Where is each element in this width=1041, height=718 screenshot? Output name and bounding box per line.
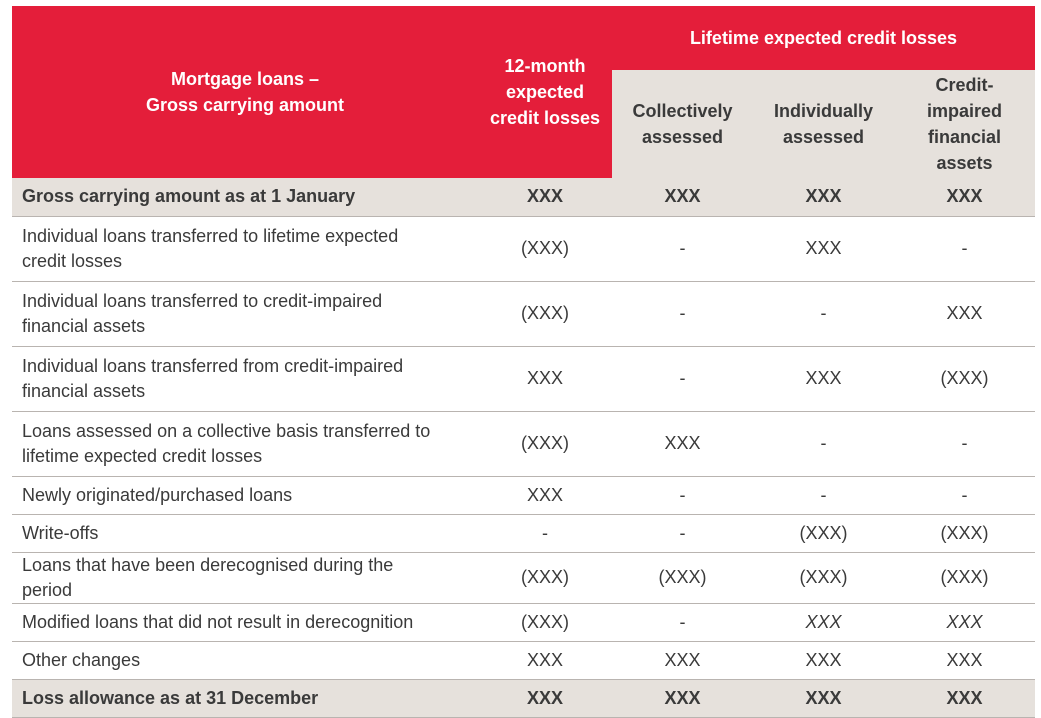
table-body: Gross carrying amount as at 1 January XXX…	[12, 178, 1035, 718]
row-label: Write-offs	[12, 514, 478, 553]
cell-value: -	[612, 476, 753, 515]
cell-value: XXX	[478, 178, 612, 217]
cell-value: XXX	[894, 641, 1035, 680]
cell-value: XXX	[478, 346, 612, 412]
cell-value: XXX	[612, 641, 753, 680]
row-label: Individual loans transferred to lifetime…	[12, 216, 478, 282]
cell-value: (XXX)	[894, 552, 1035, 604]
cell-value: (XXX)	[894, 346, 1035, 412]
cell-value: (XXX)	[753, 552, 894, 604]
cell-value: XXX	[753, 603, 894, 642]
table-row: Modified loans that did not result in de…	[12, 603, 1035, 642]
cell-value: -	[478, 514, 612, 553]
cell-value: XXX	[478, 476, 612, 515]
table-row: Loss allowance as at 31 December XXX XXX XX…	[12, 679, 1035, 718]
table-row: Write-offs - - (XXX) (XXX)	[12, 514, 1035, 553]
row-label: Loss allowance as at 31 December	[12, 679, 478, 718]
row-label: Newly originated/purchased loans	[12, 476, 478, 515]
cell-value: XXX	[753, 178, 894, 217]
table-row: Individual loans transferred to lifetime…	[12, 216, 1035, 282]
cell-value: XXX	[753, 641, 894, 680]
cell-value: -	[612, 346, 753, 412]
cell-value: (XXX)	[894, 514, 1035, 553]
loans-table: Mortgage loans – Gross carrying amount 1…	[12, 6, 1035, 718]
cell-value: (XXX)	[753, 514, 894, 553]
cell-value: XXX	[612, 679, 753, 718]
cell-value: XXX	[894, 679, 1035, 718]
cell-value: XXX	[753, 679, 894, 718]
cell-value: -	[894, 476, 1035, 515]
cell-value: XXX	[478, 641, 612, 680]
table-row: Gross carrying amount as at 1 January XXX…	[12, 178, 1035, 217]
cell-value: XXX	[612, 178, 753, 217]
cell-value: -	[753, 476, 894, 515]
cell-value: -	[894, 216, 1035, 282]
header-sub: Credit-impaired financial assets	[894, 70, 1035, 178]
cell-value: XXX	[478, 679, 612, 718]
cell-value: -	[894, 411, 1035, 477]
header-12-month: 12-month expected credit losses	[478, 6, 612, 178]
cell-value: -	[612, 514, 753, 553]
cell-value: -	[753, 411, 894, 477]
cell-value: (XXX)	[478, 552, 612, 604]
header-sub: Individually assessed	[753, 70, 894, 178]
cell-value: (XXX)	[478, 411, 612, 477]
cell-value: XXX	[894, 281, 1035, 347]
table-row: Loans that have been derecognised during…	[12, 552, 1035, 604]
table-row: Other changes XXX XXX XXX XXX	[12, 641, 1035, 680]
cell-value: XXX	[894, 178, 1035, 217]
row-label: Other changes	[12, 641, 478, 680]
row-label: Individual loans transferred from credit…	[12, 346, 478, 412]
table-row: Loans assessed on a collective basis tra…	[12, 411, 1035, 477]
cell-value: -	[612, 603, 753, 642]
row-label: Individual loans transferred to credit-i…	[12, 281, 478, 347]
table-row: Individual loans transferred from credit…	[12, 346, 1035, 412]
row-label: Modified loans that did not result in de…	[12, 603, 478, 642]
header-lifetime: Lifetime expected credit losses	[612, 6, 1035, 70]
cell-value: (XXX)	[478, 281, 612, 347]
cell-value: -	[753, 281, 894, 347]
cell-value: XXX	[753, 216, 894, 282]
table-row: Individual loans transferred to credit-i…	[12, 281, 1035, 347]
header-sub: Collectively assessed	[612, 70, 753, 178]
cell-value: (XXX)	[612, 552, 753, 604]
row-label: Loans that have been derecognised during…	[12, 552, 478, 604]
cell-value: -	[612, 281, 753, 347]
table-row: Newly originated/purchased loans XXX - - -	[12, 476, 1035, 515]
cell-value: (XXX)	[478, 603, 612, 642]
cell-value: XXX	[612, 411, 753, 477]
cell-value: -	[612, 216, 753, 282]
row-label: Gross carrying amount as at 1 January	[12, 178, 478, 217]
header-title: Mortgage loans – Gross carrying amount	[12, 6, 478, 178]
cell-value: (XXX)	[478, 216, 612, 282]
cell-value: XXX	[753, 346, 894, 412]
cell-value: XXX	[894, 603, 1035, 642]
row-label: Loans assessed on a collective basis tra…	[12, 411, 478, 477]
